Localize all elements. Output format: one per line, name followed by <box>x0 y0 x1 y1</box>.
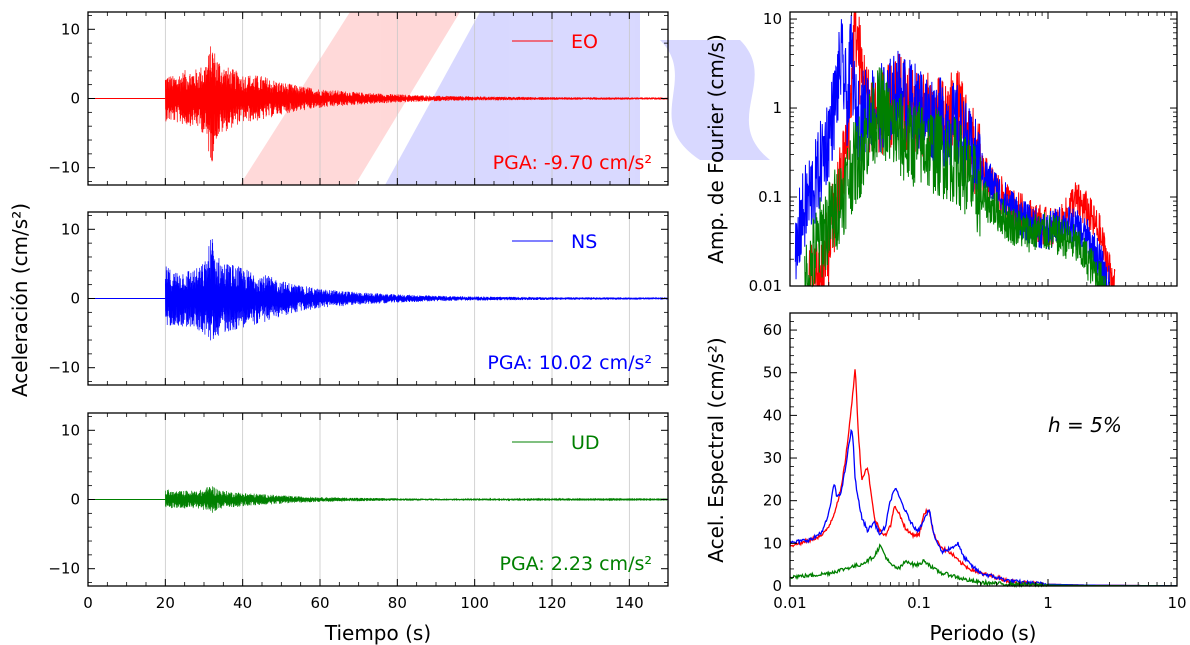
y-tick-label: 0 <box>772 577 782 595</box>
y-tick-label: 50 <box>763 364 782 382</box>
y-tick-label: 40 <box>763 406 782 424</box>
x-tick-label: 120 <box>538 594 567 612</box>
y-tick-label: 30 <box>763 449 782 467</box>
spectral-y-axis-label: Acel. Espectral (cm/s²) <box>704 337 728 562</box>
legend-label-eo: EO <box>571 31 598 53</box>
x-tick-label: 140 <box>615 594 644 612</box>
y-tick-label: 0 <box>70 290 80 308</box>
y-tick-label: 10 <box>763 10 782 28</box>
legend-label-ns: NS <box>571 231 597 253</box>
damping-annotation: h = 5% <box>1048 413 1122 437</box>
y-tick-label: 0 <box>70 90 80 108</box>
time-history-ns: −10 0 10 NS PGA: 10.02 cm/s² <box>48 211 669 386</box>
y-tick-label: 60 <box>763 321 782 339</box>
series-line-eo <box>789 369 1178 587</box>
fourier-y-axis-label: Amp. de Fourier (cm/s) <box>704 34 728 264</box>
y-tick-label: −10 <box>48 560 80 578</box>
x-tick-label: 60 <box>310 594 329 612</box>
right-x-axis-label: Periodo (s) <box>930 621 1037 645</box>
y-tick-label: 10 <box>61 220 80 238</box>
x-tick-label: 0.01 <box>773 594 806 612</box>
time-history-eo: −10 0 10 EO PGA: -9.70 cm/s² <box>48 11 669 186</box>
y-tick-label: 10 <box>61 421 80 439</box>
pga-label-eo: PGA: -9.70 cm/s² <box>493 152 652 174</box>
legend-label-ud: UD <box>571 432 600 454</box>
y-tick-label: 1 <box>772 99 782 117</box>
waveform-ns <box>164 239 669 341</box>
y-tick-label: 0.1 <box>758 188 782 206</box>
x-tick-label: 100 <box>460 594 489 612</box>
response-spectrum-panel: 0.01 0.1 1 10 0 10 20 30 40 50 60 <box>763 312 1187 612</box>
y-tick-label: −10 <box>48 359 80 377</box>
plot-frame <box>789 11 1178 287</box>
x-tick-label: 80 <box>388 594 407 612</box>
y-tick-label: 10 <box>763 534 782 552</box>
x-tick-label: 1 <box>1043 594 1053 612</box>
waveform-ud <box>164 486 669 513</box>
left-x-axis-label: Tiempo (s) <box>324 621 431 645</box>
pga-label-ns: PGA: 10.02 cm/s² <box>487 352 652 374</box>
x-tick-label: 10 <box>1167 594 1186 612</box>
x-tick-label: 0.1 <box>907 594 931 612</box>
y-tick-label: −10 <box>48 159 80 177</box>
fourier-spectrum-panel: 0.01 0.1 1 10 <box>749 10 1178 295</box>
y-tick-label: 0 <box>70 491 80 509</box>
x-tick-label: 40 <box>233 594 252 612</box>
x-tick-label: 20 <box>156 594 175 612</box>
waveform-eo <box>164 46 669 162</box>
x-tick-label: 0 <box>83 594 93 612</box>
y-tick-label: 10 <box>61 20 80 38</box>
series-line-ud <box>804 67 1107 288</box>
series-line-ud <box>789 543 1177 589</box>
left-y-axis-label: Aceleración (cm/s²) <box>8 203 32 397</box>
pga-label-ud: PGA: 2.23 cm/s² <box>499 553 652 575</box>
y-tick-label: 0.01 <box>749 277 782 295</box>
y-tick-label: 20 <box>763 492 782 510</box>
series-line-ns <box>789 428 1178 587</box>
